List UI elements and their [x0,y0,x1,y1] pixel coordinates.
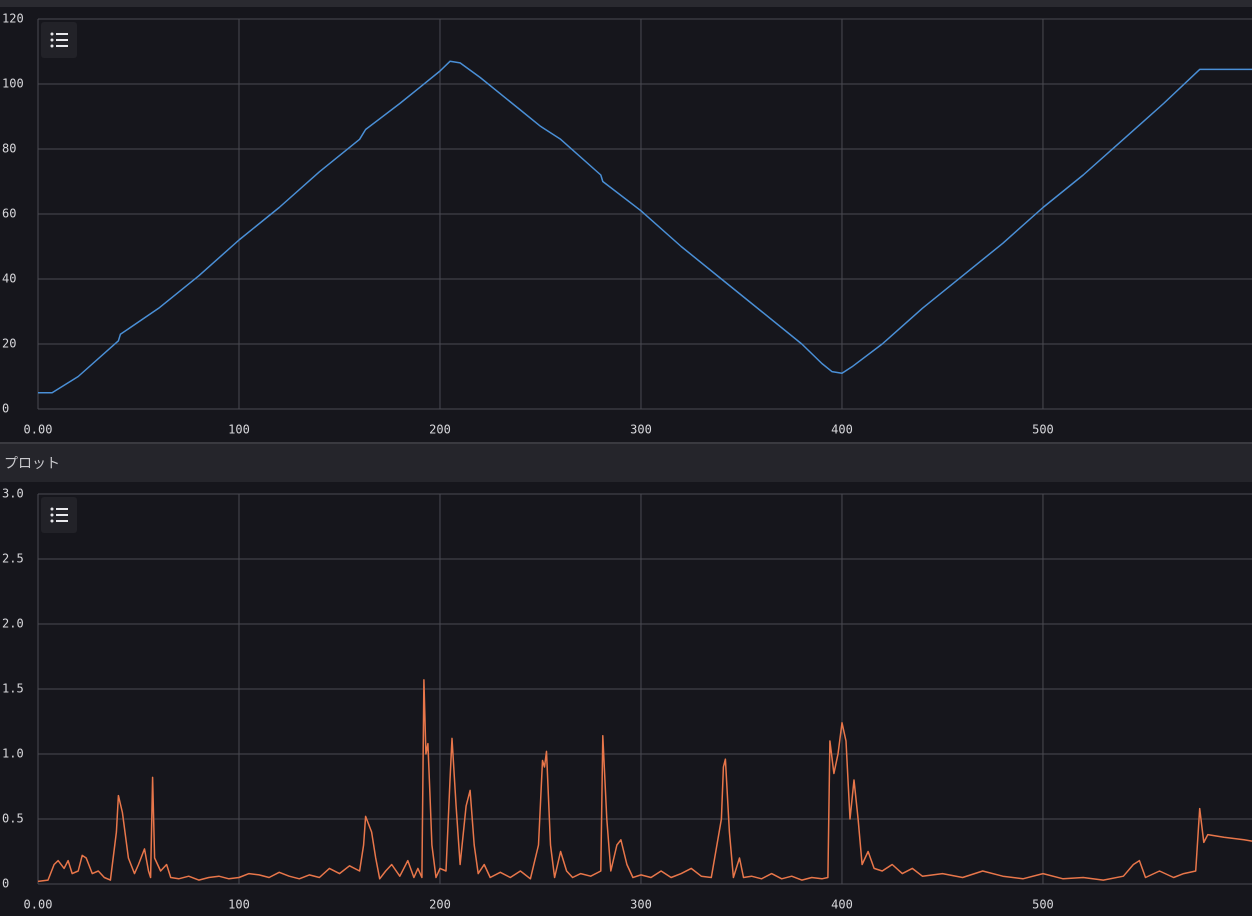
y-tick-label: 0.5 [2,812,24,826]
y-tick-label: 1.0 [2,747,24,761]
x-tick-label: 200 [429,423,451,437]
x-tick-label: 100 [228,423,250,437]
chart: 0 0.5 1.0 1.5 2.0 2.5 3.0 0.00 100 200 300 400 500 [2,487,1252,912]
y-tick-label: 60 [2,207,16,221]
x-tick-label: 500 [1032,423,1054,437]
y-tick-label: 1.5 [2,682,24,696]
y-tick-label: 2.0 [2,617,24,631]
series-line [38,60,1252,394]
x-tick-label: 0.00 [24,423,53,437]
legend-button[interactable] [41,497,77,533]
x-tick-label: 400 [831,423,853,437]
menu-icon [50,32,68,48]
x-tick-label: 400 [831,898,853,912]
y-tick-label: 120 [2,12,24,26]
y-tick-label: 0 [2,402,9,416]
top-bar [0,0,1252,7]
y-tick-label: 80 [2,142,16,156]
y-tick-label: 2.5 [2,552,24,566]
x-tick-label: 500 [1032,898,1054,912]
menu-icon [50,507,68,523]
x-tick-label: 0.00 [24,898,53,912]
y-tick-label: 100 [2,77,24,91]
y-tick-label: 0 [2,877,9,891]
series-line [37,679,1252,883]
x-tick-label: 300 [630,898,652,912]
panel-header: プロット [0,442,1252,482]
legend-button[interactable] [41,22,77,58]
y-tick-label: 3.0 [2,487,24,501]
y-tick-label: 40 [2,272,16,286]
chart: 0 20 40 60 80 100 120 0.00 100 200 300 400 500 [2,12,1252,437]
x-tick-label: 300 [630,423,652,437]
y-tick-label: 20 [2,337,16,351]
x-tick-label: 200 [429,898,451,912]
x-tick-label: 100 [228,898,250,912]
